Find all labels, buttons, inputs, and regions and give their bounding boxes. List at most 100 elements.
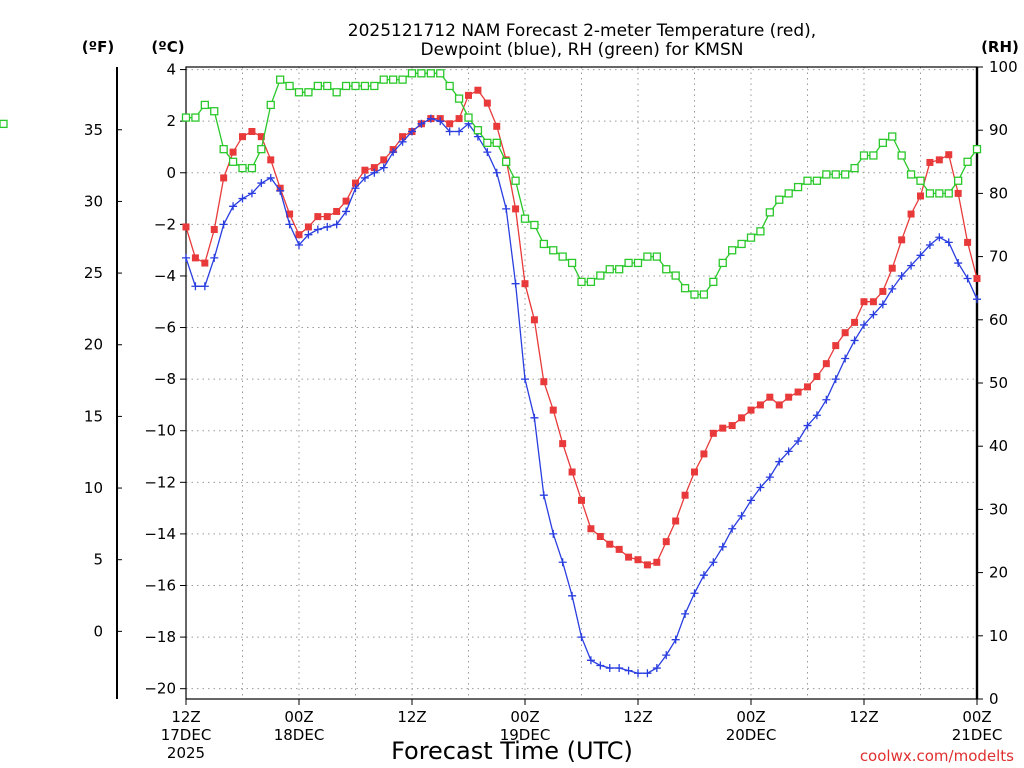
- rh-point: [492, 138, 501, 147]
- rh-point: [963, 157, 972, 166]
- celsius-tick-label: −20: [144, 680, 176, 698]
- x-tick-label-date: 17DEC: [161, 726, 212, 744]
- rh-tick-label: 100: [989, 58, 1018, 76]
- temperature-series: [182, 86, 981, 569]
- rh-tick-label: 20: [989, 564, 1008, 582]
- rh-point: [370, 81, 379, 91]
- temperature-point: [822, 360, 830, 368]
- data-series: [0, 69, 982, 678]
- temperature-point: [361, 166, 369, 174]
- temperature-point: [926, 158, 934, 166]
- rh-point: [577, 277, 586, 287]
- temperature-point: [380, 156, 388, 164]
- x-tick-label-time: 12Z: [397, 708, 426, 726]
- dewpoint-point: [219, 220, 228, 229]
- fahrenheit-tick-label: 25: [84, 264, 103, 282]
- dewpoint-point: [681, 609, 690, 618]
- temperature-point: [229, 148, 237, 156]
- rh-point: [181, 113, 191, 122]
- rh-unit-label: (RH): [981, 38, 1019, 56]
- dewpoint-point: [200, 282, 209, 291]
- temperature-point: [860, 298, 868, 306]
- temperature-point: [634, 556, 642, 564]
- rh-point: [615, 265, 624, 274]
- temperature-point: [286, 210, 294, 218]
- rh-point: [445, 81, 454, 91]
- temperature-point: [964, 238, 972, 246]
- rh-point: [718, 258, 727, 268]
- rh-tick-label: 60: [989, 311, 1008, 329]
- fahrenheit-tick-label: 30: [84, 192, 103, 210]
- rh-point: [643, 252, 652, 261]
- temperature-point: [794, 388, 802, 396]
- temperature-point: [521, 280, 529, 288]
- dewpoint-point: [709, 558, 718, 567]
- dewpoint-point: [737, 511, 746, 520]
- rh-tick-label: 50: [989, 374, 1008, 392]
- credit-label: coolwx.com/modelts: [860, 747, 1014, 765]
- temperature-point: [182, 223, 190, 231]
- dewpoint-point: [963, 274, 972, 283]
- temperature-point: [700, 450, 708, 458]
- temperature-point: [954, 189, 962, 197]
- fahrenheit-unit-label: (ºF): [82, 38, 114, 56]
- rh-point: [671, 271, 680, 280]
- dewpoint-point: [869, 310, 878, 319]
- rh-point: [888, 132, 897, 141]
- dewpoint-point: [398, 137, 407, 146]
- dewpoint-point: [973, 295, 981, 304]
- rh-point: [323, 81, 332, 91]
- rh-point: [238, 163, 247, 173]
- rh-point: [605, 265, 614, 274]
- temperature-point: [973, 275, 981, 283]
- rh-point: [775, 195, 784, 204]
- temperature-point: [191, 254, 199, 262]
- dewpoint-point: [549, 529, 558, 538]
- dewpoint-point: [247, 189, 256, 198]
- temperature-point: [945, 151, 953, 159]
- rh-point: [756, 227, 765, 236]
- fahrenheit-tick-label: 0: [93, 622, 103, 640]
- rh-point: [398, 75, 407, 84]
- dewpoint-point: [558, 558, 567, 567]
- temperature-point: [333, 207, 341, 215]
- rh-point: [341, 81, 351, 91]
- dewpoint-series: [182, 114, 981, 678]
- dewpoint-point: [586, 656, 595, 665]
- dewpoint-point: [351, 184, 360, 193]
- dewpoint-point: [841, 354, 850, 363]
- rh-point: [0, 119, 8, 129]
- celsius-tick-label: −14: [144, 525, 176, 543]
- rh-point: [520, 214, 530, 223]
- rh-point: [219, 145, 228, 154]
- rh-point: [567, 258, 577, 268]
- x-tick-label-date: 18DEC: [274, 726, 325, 744]
- fahrenheit-tick-label: 15: [84, 407, 103, 425]
- temperature-point: [210, 226, 218, 234]
- temperature-point: [304, 223, 312, 231]
- dewpoint-point: [925, 240, 934, 249]
- rh-point: [906, 170, 916, 179]
- dewpoint-point: [850, 336, 859, 345]
- rh-point: [878, 138, 887, 147]
- x-tick-label-time: 00Z: [510, 708, 539, 726]
- temperature-point: [295, 231, 303, 239]
- dewpoint-point: [794, 437, 803, 446]
- dewpoint-point: [634, 669, 642, 678]
- rh-point: [652, 252, 661, 261]
- rh-tick-label: 80: [989, 184, 1008, 202]
- rh-series: [0, 69, 982, 299]
- rh-tick-label: 30: [989, 500, 1008, 518]
- dewpoint-point: [389, 148, 398, 157]
- dewpoint-point: [860, 320, 868, 329]
- temperature-point: [813, 373, 821, 381]
- dewpoint-point: [615, 664, 624, 673]
- temperature-point: [257, 133, 265, 141]
- dewpoint-point: [662, 651, 671, 660]
- dewpoint-point: [756, 483, 765, 492]
- temperature-point: [643, 561, 651, 569]
- rh-point: [765, 208, 774, 217]
- x-tick-label-time: 00Z: [962, 708, 991, 726]
- dewpoint-point: [229, 202, 238, 211]
- rh-tick-label: 10: [989, 627, 1008, 645]
